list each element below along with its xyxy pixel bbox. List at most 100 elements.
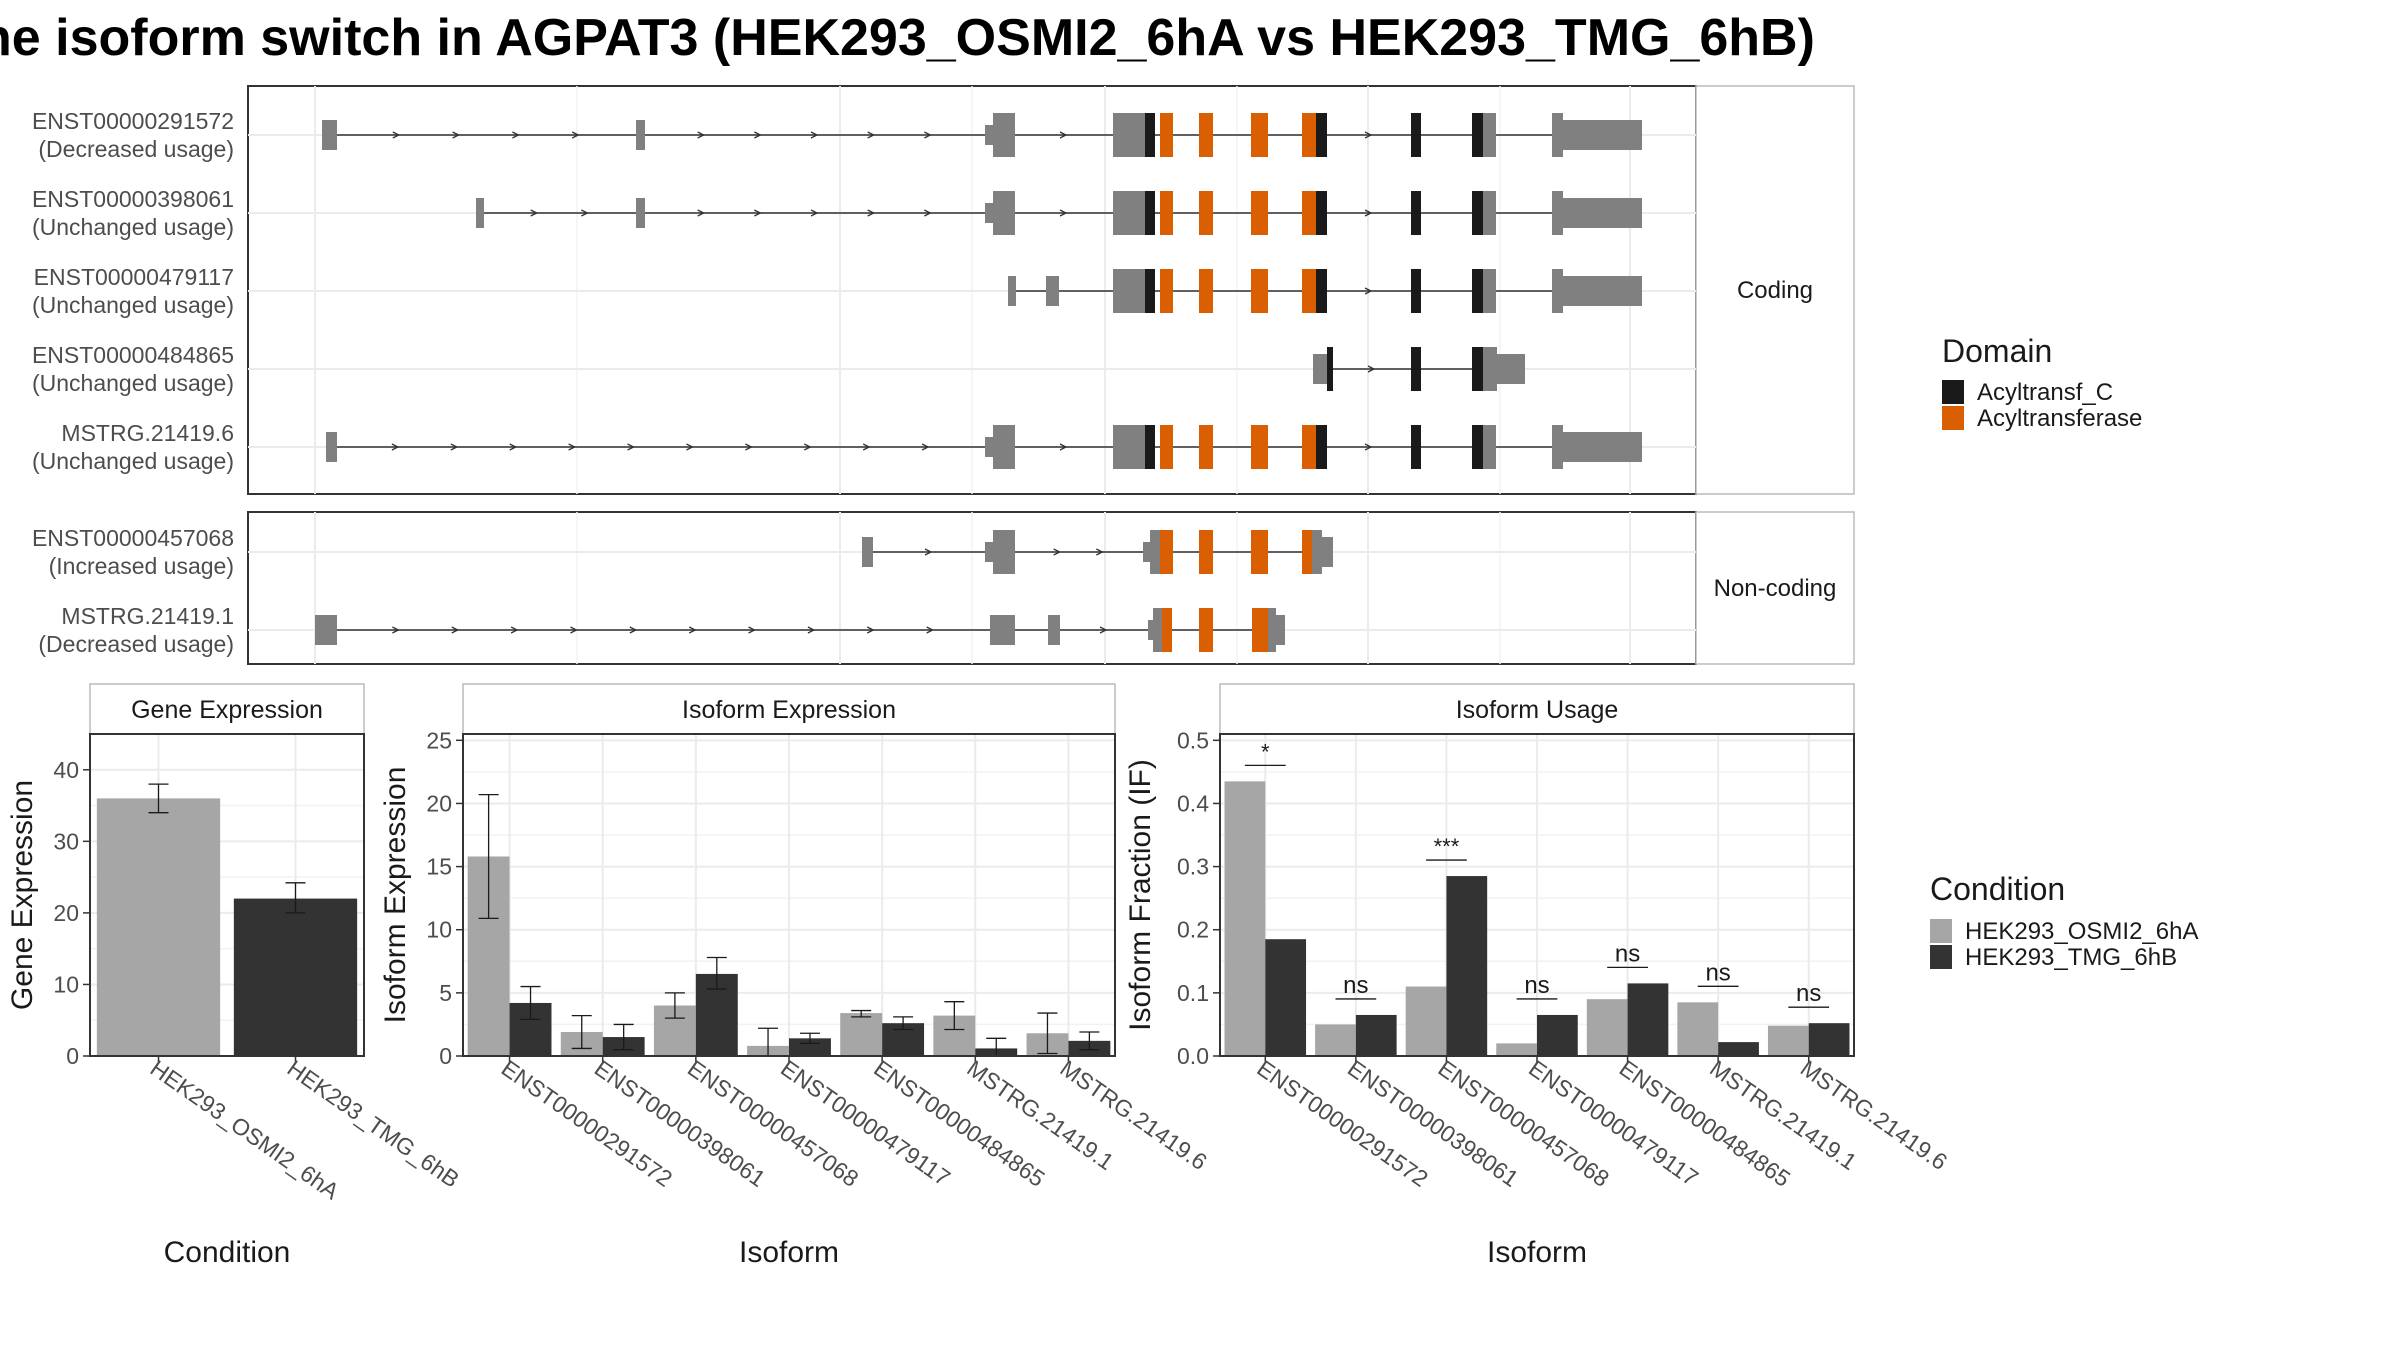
gene-expression-bar — [233, 898, 358, 1056]
acyltransferase-domain — [1199, 113, 1213, 157]
strand-arrow — [924, 209, 932, 217]
acyltransf-c-domain — [1316, 113, 1327, 157]
strand-arrow — [803, 443, 812, 451]
transcript-usage-label: (Unchanged usage) — [32, 370, 234, 396]
x-tick-label: MSTRG.21419.6 — [1796, 1055, 1952, 1175]
isoform-expression-bar — [789, 1038, 831, 1056]
y-tick-label: 25 — [426, 727, 452, 753]
isoform-usage-bars: * ns *** ns ns ns ns — [1224, 739, 1850, 1056]
strand-arrow — [1059, 131, 1068, 139]
exon-block — [1150, 530, 1160, 574]
exon-block — [1483, 347, 1497, 391]
exon-block — [985, 542, 993, 562]
strand-arrow — [530, 209, 539, 217]
strand-arrow — [745, 443, 753, 451]
exon-block — [1483, 425, 1496, 469]
acyltransferase-domain — [1251, 269, 1268, 313]
transcript-usage-label: (Decreased usage) — [38, 631, 234, 657]
exon-block — [1483, 113, 1496, 157]
acyltransferase-domain — [1162, 608, 1172, 652]
isoform-usage-bar — [1265, 939, 1307, 1056]
coding-strip — [1695, 85, 1855, 495]
acyltransf-c-domain — [1327, 347, 1333, 391]
exon-block — [1563, 432, 1642, 462]
significance-label: * — [1261, 739, 1270, 764]
exon-block — [1113, 191, 1145, 235]
acyltransf-c-domain — [1316, 425, 1327, 469]
exon-block — [1313, 354, 1327, 384]
exon-block — [1276, 615, 1285, 645]
acyltransferase-domain — [1160, 425, 1173, 469]
y-tick-label: 0 — [439, 1043, 452, 1069]
exon-block — [1048, 615, 1060, 645]
exon-block — [1552, 113, 1563, 157]
y-tick-label: 30 — [53, 828, 79, 854]
exon-block — [1563, 120, 1642, 150]
isoform-usage-bar — [1446, 876, 1488, 1056]
x-tick-label: ENST00000484865 — [869, 1055, 1049, 1192]
y-tick-label: 0.5 — [1177, 727, 1209, 753]
strand-arrow — [1099, 626, 1108, 634]
noncoding-strip-label: Non-coding — [1714, 575, 1837, 602]
strand-arrow — [754, 131, 762, 139]
transcript-usage-label: (Unchanged usage) — [32, 292, 234, 318]
isoform-usage-bar — [1677, 1002, 1719, 1056]
exon-block — [993, 191, 1015, 235]
isoform-expression-xlabel: Isoform — [739, 1236, 839, 1269]
condition-legend: Condition HEK293_OSMI2_6hA HEK293_TMG_6h… — [1930, 871, 2198, 971]
exon-block — [993, 113, 1015, 157]
isoform-usage-xlabel: Isoform — [1487, 1236, 1587, 1269]
y-tick-label: 5 — [439, 980, 452, 1006]
domain-legend: Domain Acyltransf_C Acyltransferase — [1942, 333, 2142, 432]
exon-block — [315, 615, 337, 645]
transcript-track — [322, 113, 1642, 157]
isoform-usage-bar — [1315, 1024, 1356, 1056]
acyltransferase-domain — [1160, 113, 1173, 157]
strand-arrow — [1364, 443, 1373, 451]
strand-arrow — [451, 626, 460, 634]
exon-block — [326, 432, 337, 462]
significance-label: ns — [1615, 940, 1640, 967]
acyltransferase-domain — [1251, 530, 1268, 574]
noncoding-tracks — [315, 530, 1333, 652]
exon-block — [1113, 425, 1145, 469]
strand-arrow — [1364, 287, 1373, 295]
strand-arrow — [510, 626, 519, 634]
isoform-usage-bar — [1767, 1025, 1809, 1056]
isoform-expression-chart-title: Isoform Expression — [682, 696, 896, 724]
strand-arrow — [924, 131, 932, 139]
acyltransf-c-domain — [1411, 269, 1421, 313]
transcript-usage-label: (Unchanged usage) — [32, 448, 234, 474]
x-tick-label: ENST00000457068 — [683, 1055, 863, 1192]
exon-block — [476, 198, 484, 228]
transcript-id-label: ENST00000457068 — [32, 525, 234, 551]
transcript-track — [476, 191, 1642, 235]
strand-arrow — [921, 443, 930, 451]
acyltransferase-domain — [1199, 530, 1213, 574]
strand-arrow — [627, 443, 635, 451]
acyltransferase-domain — [1252, 608, 1268, 652]
transcript-id-label: MSTRG.21419.1 — [61, 603, 234, 629]
figure-title: he isoform switch in AGPAT3 (HEK293_OSMI… — [0, 9, 1815, 67]
strand-arrow — [512, 131, 520, 139]
strand-arrow — [570, 626, 578, 634]
isoform-expression-gridlines — [463, 734, 1115, 1057]
exon-block — [1268, 608, 1276, 652]
isoform-expression-chart: Isoform Expression 0 5 10 15 20 25 ENST0000029… — [379, 683, 1212, 1269]
legend-key-condition-b — [1930, 945, 1952, 969]
exon-block — [862, 537, 873, 567]
transcript-id-label: ENST00000479117 — [34, 264, 234, 290]
acyltransferase-domain — [1251, 113, 1268, 157]
y-tick-label: 15 — [426, 854, 452, 880]
x-tick-label: ENST00000398061 — [590, 1055, 770, 1192]
exon-block — [1312, 530, 1322, 574]
legend-label-condition-a: HEK293_OSMI2_6hA — [1965, 918, 2198, 945]
acyltransf-c-domain — [1411, 347, 1421, 391]
isoform-usage-bar — [1586, 999, 1628, 1056]
acyltransferase-domain — [1160, 269, 1173, 313]
transcript-usage-label: (Decreased usage) — [38, 136, 234, 162]
isoform-usage-bar — [1224, 781, 1266, 1056]
strand-arrow — [697, 209, 706, 217]
exon-block — [1148, 620, 1153, 640]
